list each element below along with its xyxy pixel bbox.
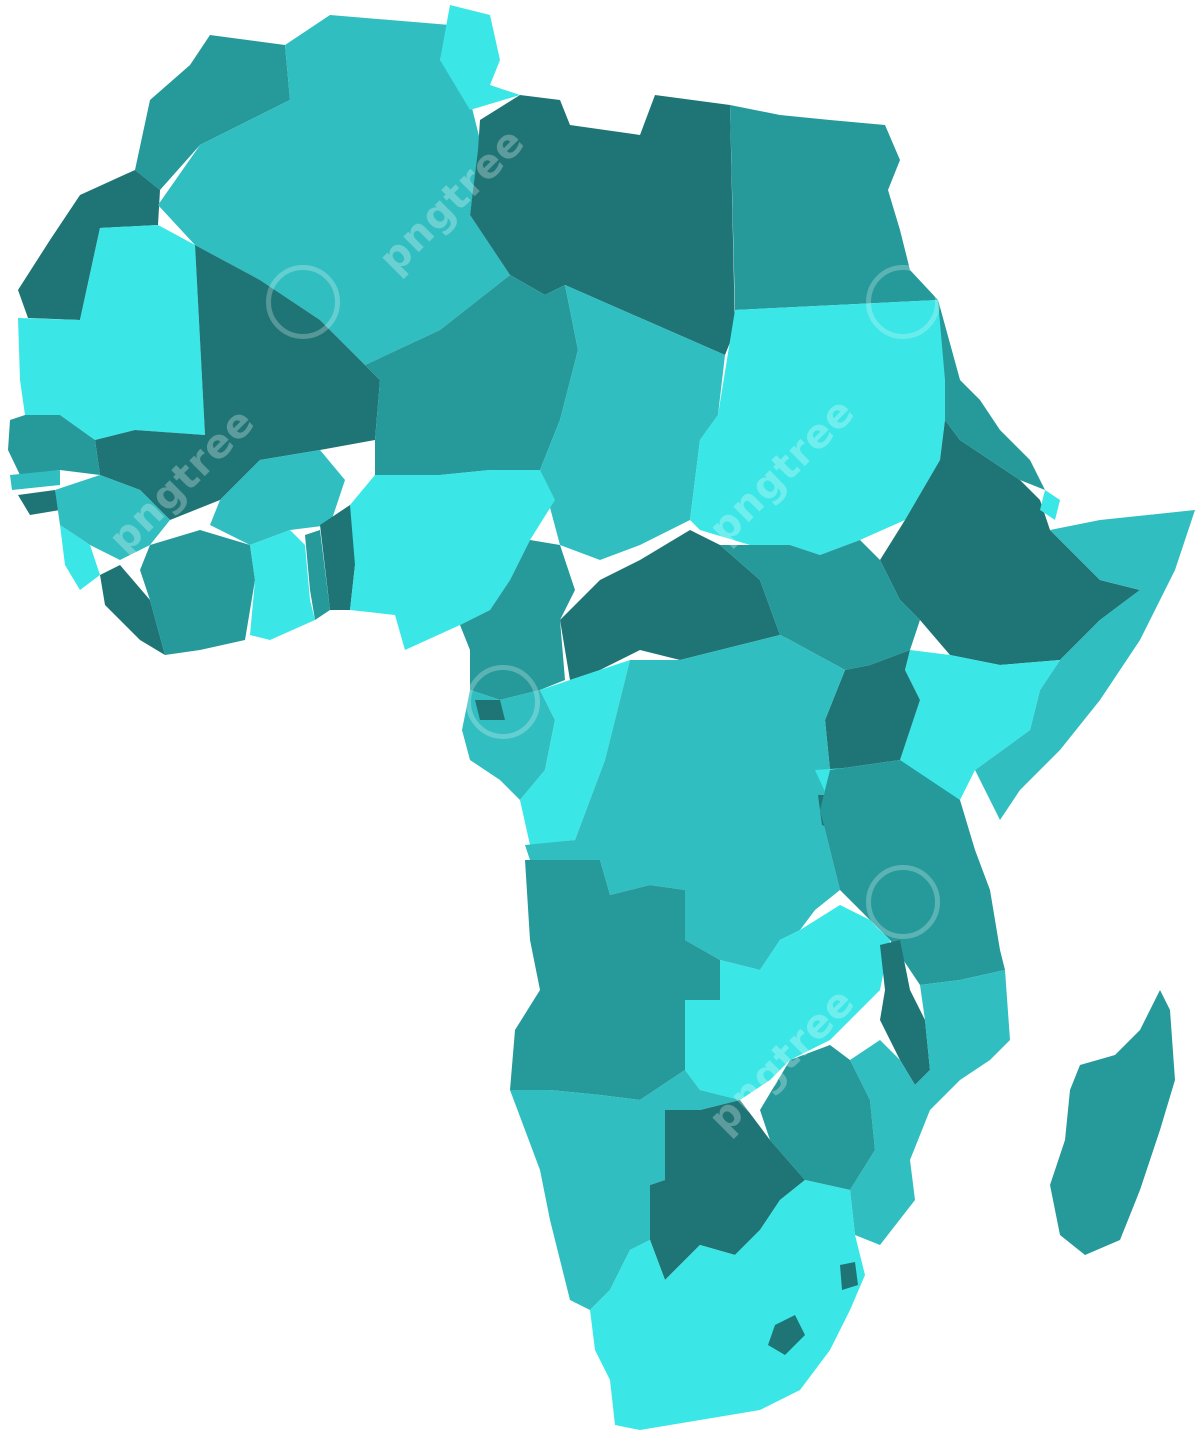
region-cameroon[interactable] [460, 540, 575, 700]
region-south-africa[interactable] [590, 1180, 865, 1430]
region-sudan[interactable] [690, 300, 960, 555]
region-uganda[interactable] [825, 650, 920, 770]
region-eritrea[interactable] [938, 300, 1045, 490]
region-equatorial-guinea[interactable] [475, 700, 505, 720]
region-djibouti[interactable] [1040, 490, 1060, 520]
region-mozambique[interactable] [850, 970, 1010, 1245]
region-kenya[interactable] [900, 650, 1060, 800]
region-senegal[interactable] [8, 415, 100, 475]
region-somalia[interactable] [975, 510, 1195, 820]
region-mali[interactable] [95, 245, 380, 520]
region-algeria[interactable] [158, 15, 510, 365]
region-togo[interactable] [305, 530, 330, 620]
region-gambia[interactable] [10, 470, 60, 490]
region-angola[interactable] [510, 860, 720, 1100]
region-niger[interactable] [365, 275, 578, 475]
region-cote-divoire[interactable] [140, 530, 255, 655]
region-morocco[interactable] [135, 35, 290, 190]
region-south-sudan[interactable] [720, 540, 920, 670]
region-western-sahara[interactable] [18, 170, 160, 320]
region-nigeria[interactable] [350, 470, 555, 650]
region-botswana[interactable] [650, 1100, 805, 1280]
region-tanzania[interactable] [820, 760, 1005, 985]
region-namibia[interactable] [510, 1070, 740, 1310]
region-egypt[interactable] [730, 105, 938, 310]
region-chad[interactable] [540, 285, 725, 560]
region-ethiopia[interactable] [880, 420, 1140, 665]
region-burkina-faso[interactable] [210, 450, 345, 545]
region-eswatini[interactable] [840, 1262, 858, 1290]
region-sierra-leone[interactable] [60, 525, 100, 590]
region-guinea[interactable] [55, 475, 170, 560]
region-central-african-republic[interactable] [560, 530, 780, 680]
region-guinea-bissau[interactable] [18, 490, 60, 515]
region-tunisia[interactable] [440, 5, 520, 110]
region-mauritania[interactable] [18, 225, 205, 440]
region-zimbabwe[interactable] [760, 1045, 875, 1190]
country-regions [8, 5, 1195, 1430]
region-madagascar[interactable] [1050, 990, 1175, 1255]
region-liberia[interactable] [100, 565, 165, 655]
region-zambia[interactable] [685, 905, 890, 1100]
region-lesotho[interactable] [768, 1315, 805, 1355]
region-malawi[interactable] [880, 940, 930, 1085]
region-congo[interactable] [520, 660, 630, 845]
region-ghana[interactable] [250, 530, 315, 640]
region-drc[interactable] [525, 635, 845, 970]
